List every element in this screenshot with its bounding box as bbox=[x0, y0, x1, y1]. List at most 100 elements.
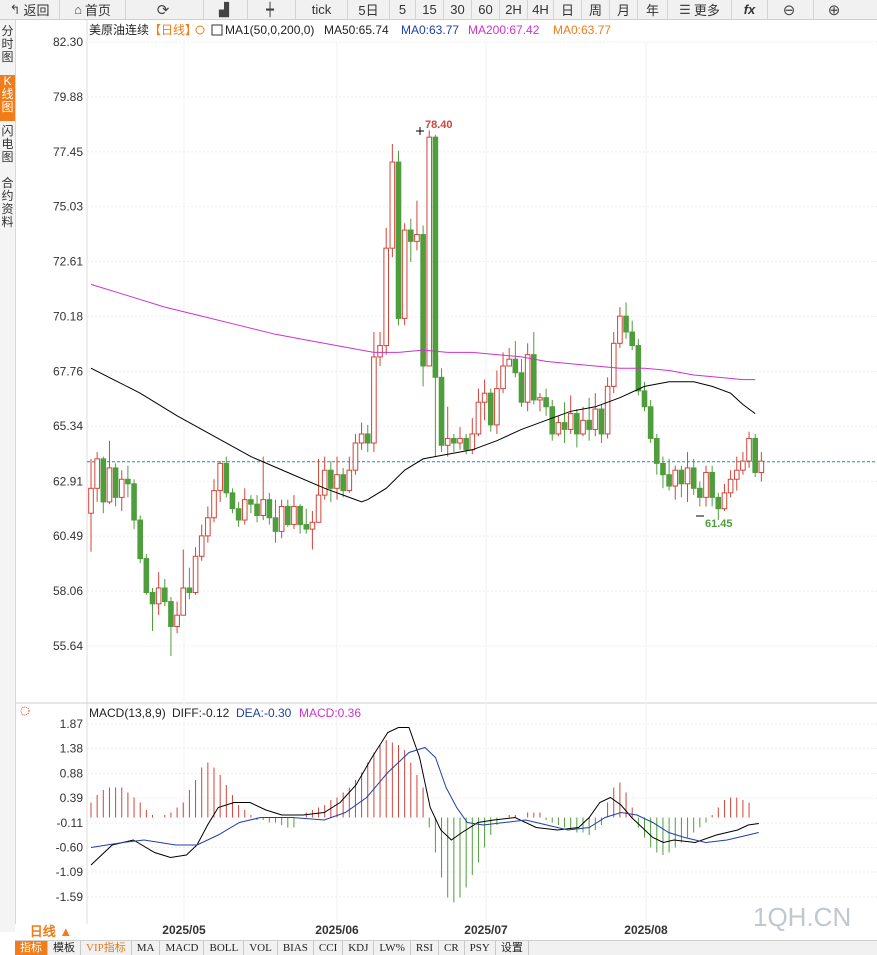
candle-body bbox=[346, 469, 353, 492]
price-grid bbox=[87, 41, 877, 647]
candle-body bbox=[641, 390, 648, 408]
candle-body bbox=[451, 437, 457, 444]
period-2h[interactable]: 2H bbox=[500, 0, 528, 19]
candle-body bbox=[334, 474, 340, 489]
candle-body bbox=[629, 331, 636, 347]
indicator-toggle-icon[interactable] bbox=[195, 25, 205, 35]
candle-body bbox=[586, 419, 592, 430]
candle-body bbox=[235, 508, 242, 521]
period-label: 4H bbox=[532, 2, 549, 17]
candle-body bbox=[260, 499, 266, 517]
ma-settings-icon[interactable] bbox=[211, 24, 223, 36]
price-axis: 82.30 79.88 77.45 75.03 72.61 70.18 67.76 65.34… bbox=[53, 35, 83, 653]
price-tick-label: 67.76 bbox=[53, 364, 83, 378]
period-week[interactable]: 周 bbox=[582, 0, 610, 19]
candle-body bbox=[272, 517, 279, 532]
candle-body bbox=[266, 499, 273, 519]
tab-cci[interactable]: CCI bbox=[314, 941, 344, 955]
period-day[interactable]: 日 bbox=[554, 0, 582, 19]
candlestick-button[interactable]: ┿ bbox=[248, 0, 296, 19]
tab-cr[interactable]: CR bbox=[439, 941, 465, 955]
period-label: 年 bbox=[645, 3, 659, 18]
tab-bias[interactable]: BIAS bbox=[278, 941, 314, 955]
refresh-button[interactable]: ⟳ bbox=[126, 0, 204, 19]
tab-macd[interactable]: MACD bbox=[160, 941, 205, 955]
period-month[interactable]: 月 bbox=[610, 0, 638, 19]
back-button[interactable]: ↰ 返回 bbox=[0, 0, 60, 19]
candles bbox=[88, 130, 765, 656]
side-item-kline[interactable]: K线图 bbox=[0, 75, 15, 121]
home-button[interactable]: ⌂ 首页 bbox=[60, 0, 126, 19]
candle-body bbox=[118, 478, 125, 498]
candle-body bbox=[180, 587, 187, 616]
candle-body bbox=[684, 467, 691, 485]
macd-settings-icon[interactable] bbox=[20, 706, 30, 716]
candle-body bbox=[420, 234, 426, 367]
tab-templates[interactable]: 模板 bbox=[48, 941, 81, 955]
candle-body bbox=[438, 376, 445, 446]
period-60[interactable]: 60 bbox=[472, 0, 500, 19]
tab-indicators[interactable]: 指标 bbox=[15, 941, 48, 955]
candle-body bbox=[463, 437, 469, 451]
candle-body bbox=[475, 401, 482, 435]
candle-body bbox=[537, 397, 543, 401]
period-label: 周 bbox=[588, 3, 602, 18]
tab-settings[interactable]: 设置 bbox=[496, 941, 529, 955]
macd-tick-label: 0.88 bbox=[60, 767, 84, 781]
tab-vip-indicators[interactable]: VIP指标 bbox=[81, 941, 132, 955]
period-15[interactable]: 15 bbox=[416, 0, 444, 19]
zoom-in-icon: ⊕ bbox=[827, 1, 841, 19]
tick-button[interactable]: tick bbox=[296, 0, 348, 19]
candle-body bbox=[481, 392, 488, 403]
candle-body bbox=[660, 462, 666, 476]
candle-body bbox=[721, 492, 728, 510]
side-item-contract-info[interactable]: 合约资料 bbox=[1, 176, 14, 229]
side-nav: 分时图 K线图 闪电图 合约资料 bbox=[0, 20, 16, 932]
candle-body bbox=[143, 558, 150, 594]
tab-kdj[interactable]: KDJ bbox=[343, 941, 375, 955]
period-year[interactable]: 年 bbox=[638, 0, 668, 19]
candle-body bbox=[285, 505, 291, 526]
side-item-timeshare[interactable]: 分时图 bbox=[1, 24, 14, 64]
tab-ma[interactable]: MA bbox=[132, 941, 161, 955]
price-tick-label: 82.30 bbox=[53, 35, 83, 49]
tab-lw[interactable]: LW% bbox=[374, 941, 411, 955]
macd-histogram bbox=[90, 740, 750, 903]
candle-body bbox=[371, 356, 377, 444]
tab-rsi[interactable]: RSI bbox=[411, 941, 439, 955]
side-item-lightning[interactable]: 闪电图 bbox=[1, 124, 14, 164]
candle-body bbox=[469, 433, 476, 451]
period-label: 30 bbox=[450, 2, 465, 17]
candle-body bbox=[758, 460, 765, 473]
candle-body bbox=[364, 433, 371, 444]
period-selector-button[interactable]: 日线 ▲ bbox=[15, 924, 87, 940]
ma50-label: MA50:65.74 bbox=[324, 23, 389, 37]
fx-icon: fx bbox=[743, 2, 756, 17]
more-button[interactable]: ☰ 更多 bbox=[668, 0, 732, 19]
period-5day[interactable]: 5日 bbox=[348, 0, 390, 19]
candle-body bbox=[598, 408, 605, 435]
zoom-out-button[interactable]: ⊖ bbox=[768, 0, 814, 19]
price-tick-label: 65.34 bbox=[53, 419, 83, 433]
candle-body bbox=[592, 408, 599, 430]
candle-body bbox=[752, 437, 759, 473]
period-5[interactable]: 5 bbox=[390, 0, 416, 19]
diff-label: DIFF:-0.12 bbox=[172, 706, 230, 720]
tab-psy[interactable]: PSY bbox=[465, 941, 496, 955]
candle-body bbox=[703, 471, 709, 498]
diff-line bbox=[90, 727, 759, 866]
formula-button[interactable]: fx bbox=[732, 0, 768, 19]
period-4h[interactable]: 4H bbox=[528, 0, 554, 19]
tab-vol[interactable]: VOL bbox=[244, 941, 278, 955]
candle-body bbox=[315, 494, 322, 523]
price-tick-label: 55.64 bbox=[53, 639, 83, 653]
zoom-in-button[interactable]: ⊕ bbox=[814, 0, 857, 19]
candle-body bbox=[297, 505, 303, 526]
period-30[interactable]: 30 bbox=[444, 0, 472, 19]
candle-body bbox=[512, 358, 519, 374]
dea-label: DEA:-0.30 bbox=[236, 706, 292, 720]
candle-body bbox=[610, 342, 617, 387]
bar-chart-button[interactable]: ▟ bbox=[204, 0, 248, 19]
tab-boll[interactable]: BOLL bbox=[204, 941, 245, 955]
